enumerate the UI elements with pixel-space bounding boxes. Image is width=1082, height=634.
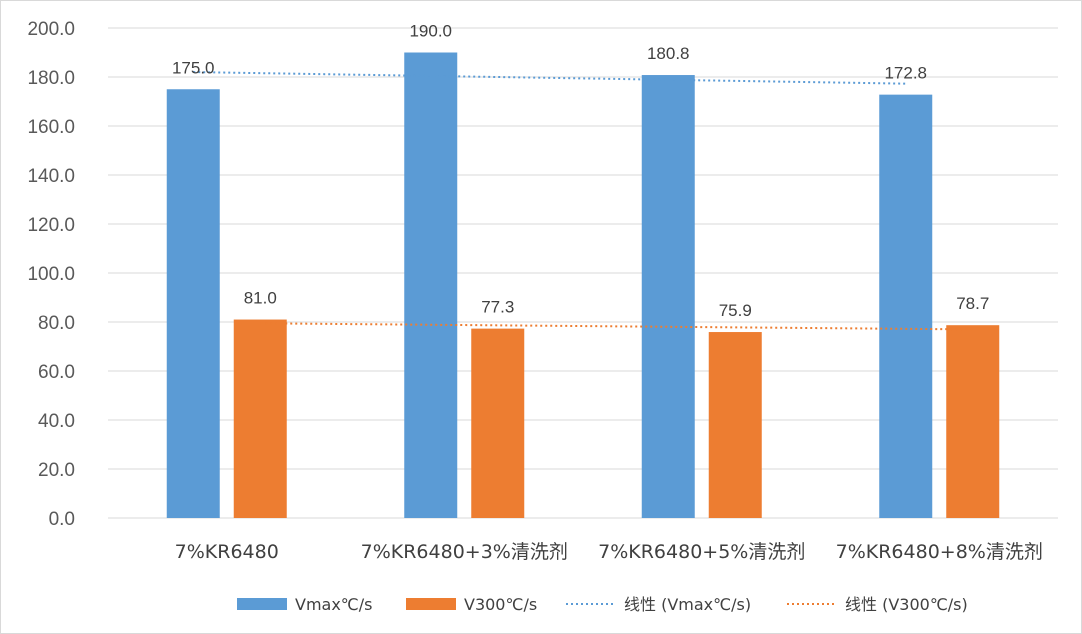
y-tick-label: 40.0 xyxy=(38,411,75,432)
data-label: 78.7 xyxy=(956,294,989,313)
legend-label: 线性 (Vmax℃/s) xyxy=(624,595,751,614)
bar-vmax xyxy=(404,52,458,518)
y-tick-label: 180.0 xyxy=(27,68,75,89)
x-axis-labels: 7%KR6480 7%KR6480+3%清洗剂 7%KR6480+5%清洗剂 7%KR… xyxy=(175,541,1043,563)
y-tick-label: 160.0 xyxy=(27,117,75,138)
y-tick-label: 200.0 xyxy=(27,19,75,40)
y-tick-label: 80.0 xyxy=(38,313,75,334)
legend: Vmax℃/s V300℃/s 线性 (Vmax℃/s) 线性 (V300℃/s) xyxy=(237,595,968,614)
bars xyxy=(166,52,1000,518)
data-label: 77.3 xyxy=(481,298,514,317)
trendlines xyxy=(193,71,973,331)
legend-swatch xyxy=(237,598,287,610)
legend-label: Vmax℃/s xyxy=(295,595,373,614)
y-tick-label: 60.0 xyxy=(38,362,75,383)
x-category-label: 7%KR6480+8%清洗剂 xyxy=(836,541,1043,563)
x-category-label: 7%KR6480 xyxy=(175,541,279,563)
trendline-v300 xyxy=(260,322,973,331)
x-category-label: 7%KR6480+3%清洗剂 xyxy=(361,541,568,563)
bar-vmax xyxy=(166,89,220,518)
y-tick-label: 0.0 xyxy=(49,509,75,530)
bar-vmax xyxy=(641,75,695,518)
data-label: 180.8 xyxy=(647,44,690,63)
y-tick-label: 20.0 xyxy=(38,460,75,481)
bar-v300 xyxy=(233,319,287,518)
legend-swatch xyxy=(406,598,456,610)
data-label: 175.0 xyxy=(172,58,215,77)
bar-v300 xyxy=(471,328,525,518)
y-tick-label: 140.0 xyxy=(27,166,75,187)
data-label: 81.0 xyxy=(244,289,277,308)
legend-label: V300℃/s xyxy=(464,595,537,614)
bar-v300 xyxy=(708,332,762,518)
data-labels: 175.0 81.0 190.0 77.3 180.8 75.9 172.8 78.7 xyxy=(172,22,989,321)
data-label: 190.0 xyxy=(409,22,452,41)
trendline-vmax xyxy=(193,71,906,85)
data-label: 172.8 xyxy=(884,64,927,83)
y-axis-ticks: 0.0 20.0 40.0 60.0 80.0 100.0 120.0 140.0 160.0 1… xyxy=(27,19,75,530)
bar-v300 xyxy=(946,325,1000,518)
y-tick-label: 120.0 xyxy=(27,215,75,236)
bar-vmax xyxy=(879,94,933,518)
y-tick-label: 100.0 xyxy=(27,264,75,285)
data-label: 75.9 xyxy=(719,301,752,320)
x-category-label: 7%KR6480+5%清洗剂 xyxy=(598,541,805,563)
legend-label: 线性 (V300℃/s) xyxy=(845,595,968,614)
